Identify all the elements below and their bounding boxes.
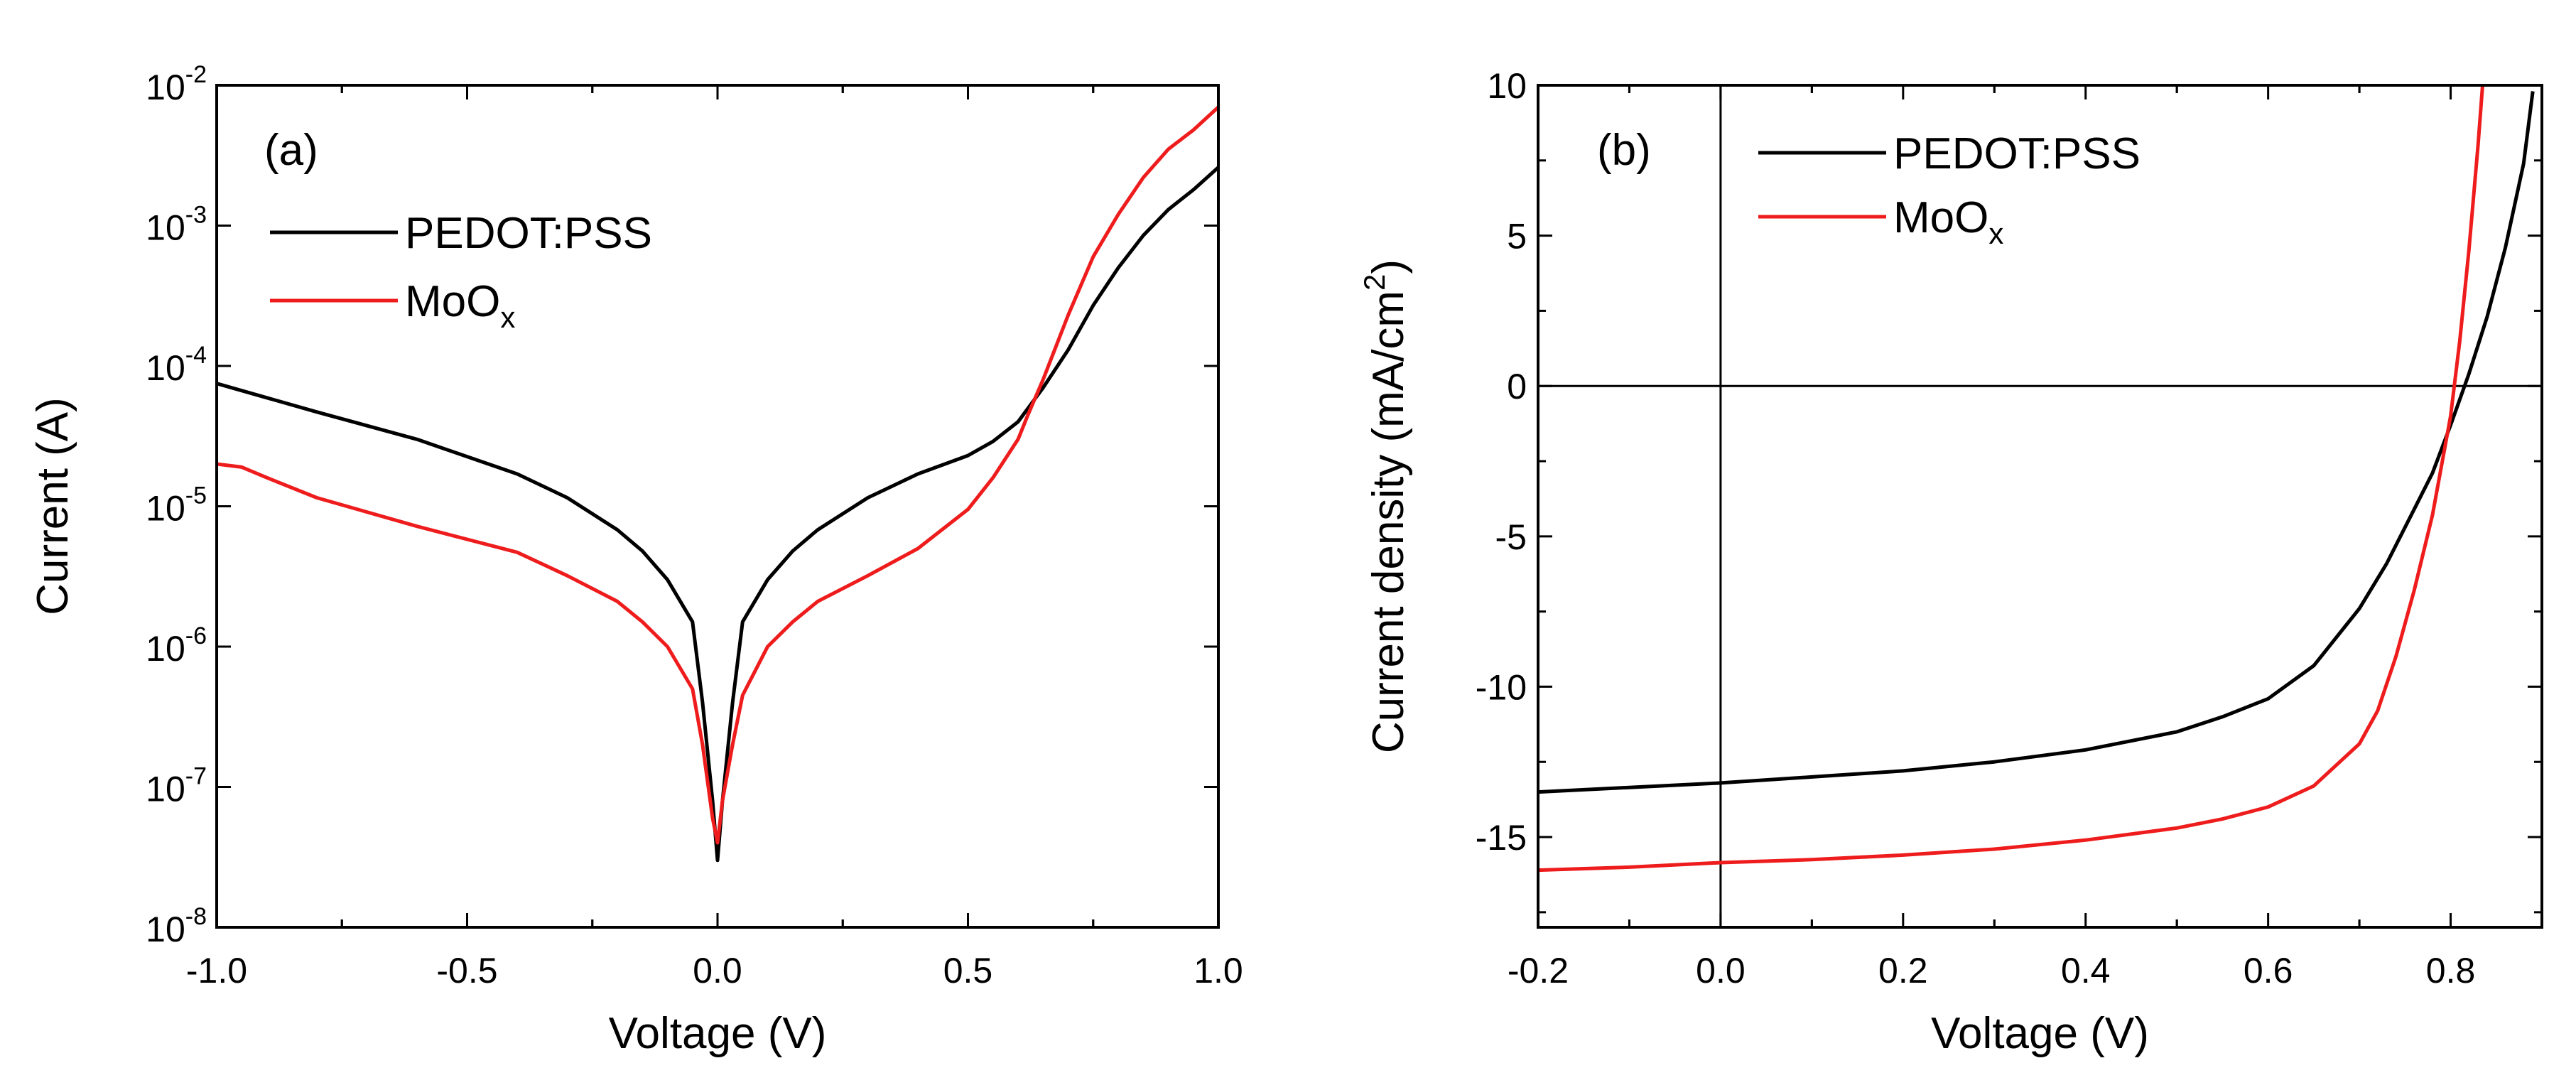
x-tick-label: -1.0 [186, 951, 247, 991]
series-line-pedot [1537, 91, 2535, 794]
y-tick-label: 10-7 [146, 763, 207, 809]
y-tick-label: -5 [1495, 517, 1527, 557]
x-tick-label: 0.0 [693, 951, 742, 991]
y-tick-label: 5 [1507, 217, 1527, 257]
x-axis-title: Voltage (V) [1931, 1009, 2149, 1058]
chart-b-current-density-vs-voltage: -0.2 0.0 0.2 0.4 0.6 0.8 -15 -10 -5 0 5 10 Voltage (… [1358, 66, 2543, 1058]
y-tick-label: 10-5 [146, 482, 207, 529]
panel-label: (a) [264, 126, 318, 175]
y-tick-label: -10 [1476, 667, 1527, 707]
plot-frame [1537, 84, 2543, 929]
x-tick-label: -0.2 [1508, 951, 1569, 991]
legend-label-pedot: PEDOT:PSS [405, 209, 652, 258]
x-tick-label: 0.0 [1696, 951, 1746, 991]
x-tick-label: 0.6 [2244, 951, 2293, 991]
x-tick-label: 0.2 [1878, 951, 1928, 991]
x-tick-label: -0.5 [436, 951, 497, 991]
series-line-moox [216, 105, 1220, 845]
y-tick-label: 10-8 [146, 903, 207, 949]
series-line-pedot [216, 166, 1220, 863]
legend-label-moox: MoOx [1893, 193, 2003, 250]
y-tick-label: -15 [1476, 818, 1527, 858]
y-tick-label: 10 [1487, 66, 1527, 106]
y-tick-label: 10-4 [146, 342, 207, 388]
y-axis-title: Current (A) [28, 397, 77, 615]
series-line-moox [1537, 85, 2484, 873]
legend-label-pedot: PEDOT:PSS [1893, 129, 2141, 178]
x-tick-label: 0.4 [2061, 951, 2111, 991]
chart-a-current-vs-voltage: -1.0 -0.5 0.0 0.5 1.0 10-8 10-7 10-6 10-5 10-4 10-… [28, 61, 1243, 1058]
x-tick-label: 0.8 [2426, 951, 2476, 991]
panel-label: (b) [1597, 126, 1651, 175]
legend-label-moox: MoOx [405, 277, 515, 334]
y-axis-title: Current density (mA/cm2) [1358, 259, 1413, 753]
y-tick-label: 10-2 [146, 61, 207, 107]
x-axis-title: Voltage (V) [609, 1009, 827, 1058]
x-tick-label: 0.5 [943, 951, 993, 991]
y-tick-label: 0 [1507, 367, 1527, 406]
x-tick-label: 1.0 [1194, 951, 1243, 991]
y-tick-label: 10-6 [146, 622, 207, 669]
y-tick-label: 10-3 [146, 202, 207, 248]
